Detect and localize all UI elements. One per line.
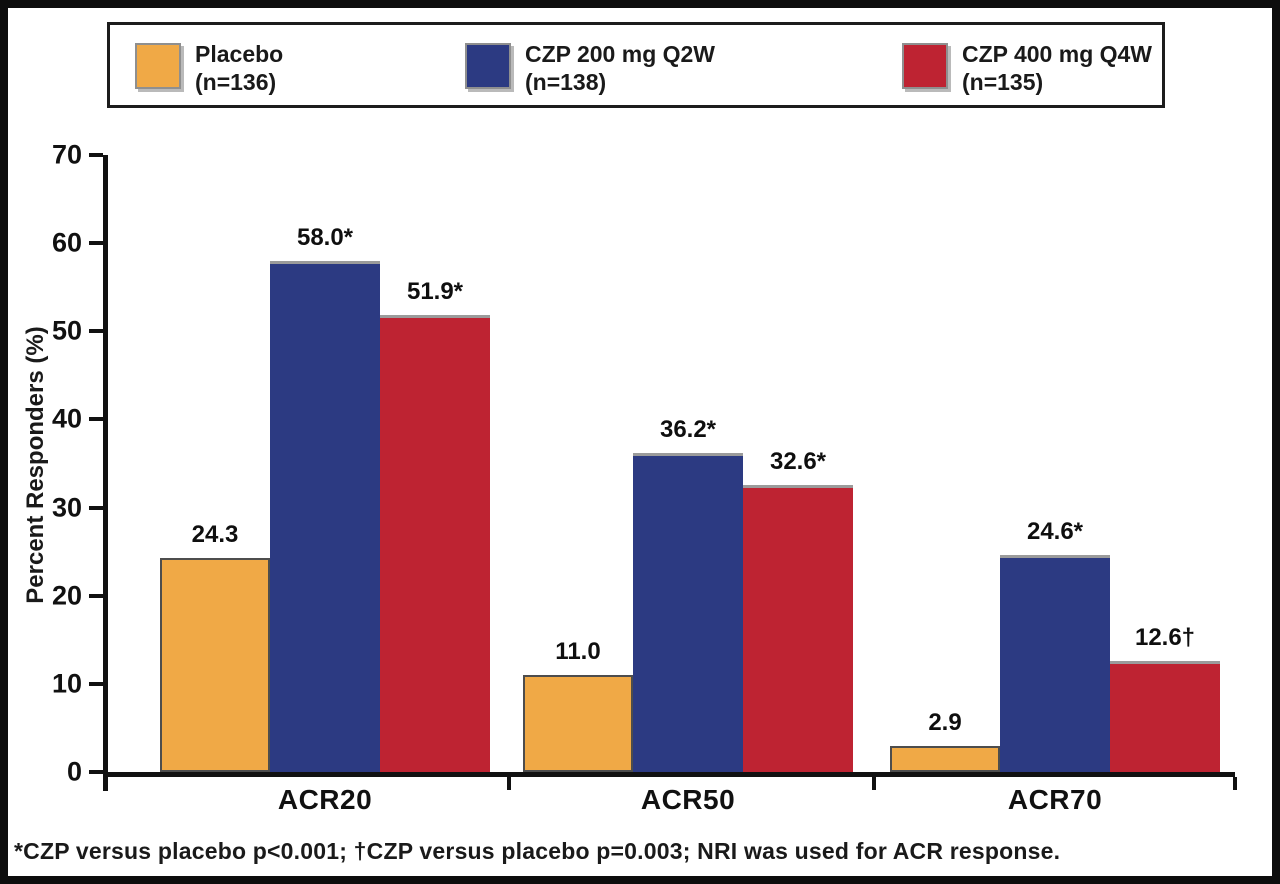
legend-label-czp200: CZP 200 mg Q2W (n=138): [525, 41, 715, 96]
bar-value-label: 36.2*: [659, 416, 717, 443]
x-axis-label-acr50: ACR50: [640, 784, 736, 815]
legend-item-placebo: Placebo (n=136): [135, 41, 283, 96]
y-tick-label: 0: [66, 756, 82, 787]
bar-value-label: 24.6*: [1026, 518, 1084, 545]
bar-value-label: 24.3: [191, 521, 239, 548]
y-tick-label: 60: [51, 227, 82, 258]
y-tick-mark: [89, 153, 103, 157]
y-tick-mark: [89, 417, 103, 422]
bar-acr20-series2: [380, 315, 490, 772]
legend: Placebo (n=136) CZP 200 mg Q2W (n=138) C…: [107, 22, 1165, 108]
y-tick-mark: [89, 329, 103, 334]
legend-item-czp200: CZP 200 mg Q2W (n=138): [465, 41, 715, 96]
x-tick-mark: [871, 777, 876, 790]
x-axis-label-acr70: ACR70: [1007, 784, 1103, 815]
legend-series-n: (n=136): [195, 68, 277, 95]
bar-value-label: 58.0*: [296, 224, 354, 251]
y-tick-mark: [89, 505, 103, 510]
x-tick-mark: [103, 777, 108, 791]
bar-acr50-series2: [743, 485, 853, 772]
legend-series-n: (n=135): [962, 68, 1044, 95]
bar-value-label: 32.6*: [769, 448, 827, 475]
legend-swatch-czp200: [465, 43, 511, 89]
legend-swatch-placebo: [135, 43, 181, 89]
legend-series-name: Placebo: [195, 41, 284, 67]
plot-area: 0 10 20 30 40 50 60 70 ACR20 ACR50 ACR70 24.3 11.0 2.…: [52, 140, 1237, 815]
y-tick-mark: [89, 241, 103, 246]
bar-value-label: 51.9*: [406, 278, 464, 305]
legend-series-name: CZP 200 mg Q2W: [525, 41, 716, 67]
x-tick-mark: [506, 777, 511, 790]
legend-series-name: CZP 400 mg Q4W: [962, 41, 1153, 67]
legend-series-n: (n=138): [525, 68, 607, 95]
y-tick-mark: [89, 593, 103, 598]
y-tick-label: 70: [51, 139, 82, 170]
bar-acr20-series1: [270, 261, 380, 772]
bar-acr50-series1: [633, 453, 743, 772]
bar-acr70-series1: [1000, 555, 1110, 772]
y-tick-label: 40: [51, 403, 82, 434]
x-axis-label-acr20: ACR20: [277, 784, 373, 815]
bar-value-label: 2.9: [928, 709, 962, 736]
x-tick-mark: [1233, 777, 1237, 790]
y-tick-label: 10: [51, 668, 82, 699]
legend-label-placebo: Placebo (n=136): [195, 41, 283, 96]
bar-acr70-series2: [1110, 661, 1220, 772]
bar-acr20-series0: [160, 558, 270, 772]
bar-value-label: 12.6†: [1134, 624, 1196, 651]
footnote: *CZP versus placebo p<0.001; †CZP versus…: [14, 838, 1061, 864]
y-tick-mark: [89, 770, 103, 774]
legend-label-czp400: CZP 400 mg Q4W (n=135): [962, 41, 1152, 96]
bar-acr70-series0: [890, 746, 1000, 772]
y-tick-label: 50: [51, 315, 82, 346]
bar-acr50-series0: [523, 675, 633, 772]
y-tick-label: 20: [51, 580, 82, 611]
legend-item-czp400: CZP 400 mg Q4W (n=135): [902, 41, 1152, 96]
y-tick-label: 30: [51, 492, 82, 523]
bar-value-label: 11.0: [555, 638, 601, 665]
y-tick-mark: [89, 681, 103, 686]
legend-swatch-czp400: [902, 43, 948, 89]
